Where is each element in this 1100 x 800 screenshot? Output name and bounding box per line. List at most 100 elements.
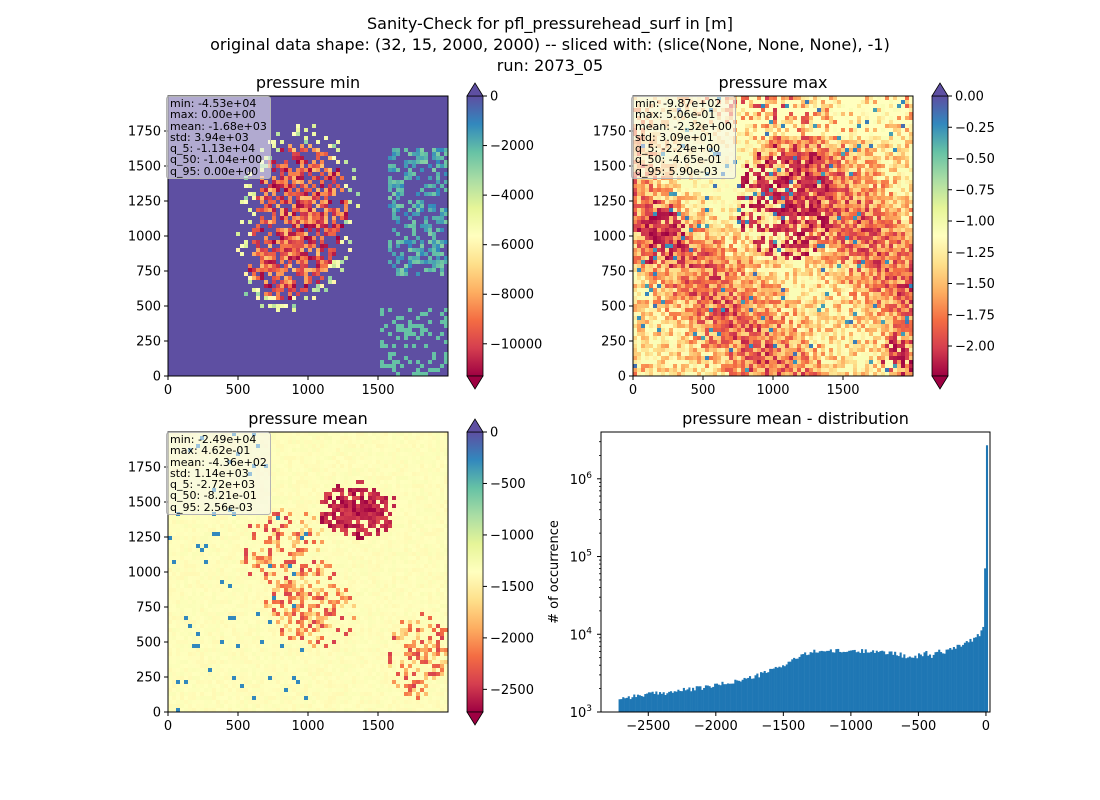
histogram-bar — [853, 649, 856, 712]
histogram-bar — [688, 687, 691, 712]
histogram-bar — [831, 652, 834, 712]
histogram-bar — [633, 694, 636, 712]
histogram-bar — [758, 677, 761, 712]
histogram-bar — [692, 687, 695, 712]
histogram-bar — [862, 653, 865, 712]
histogram-bar — [906, 657, 910, 712]
histogram-bar — [673, 691, 676, 712]
histogram-bar — [752, 678, 755, 712]
histogram-bar — [910, 657, 913, 712]
histogram-bar — [710, 687, 713, 712]
x-tick-label: 500 — [226, 719, 251, 734]
histogram-bar — [748, 676, 752, 712]
histogram-bar — [668, 691, 671, 712]
y-tick-label: 104 — [570, 626, 593, 643]
histogram-bar — [660, 693, 663, 712]
histogram-bar — [677, 689, 680, 712]
histogram-bar — [947, 649, 950, 712]
histogram-bar — [697, 686, 700, 712]
stats-box-pressure-mean: min: -2.49e+04 max: 4.62e-01 mean: -4.36… — [166, 432, 271, 516]
histogram-bar — [936, 651, 939, 712]
histogram-bar — [818, 651, 821, 712]
figure-title-line-3: run: 2073_05 — [496, 56, 604, 75]
x-tick-label: −2500 — [626, 719, 670, 734]
histogram-bar — [728, 683, 731, 712]
y-tick-label: 1250 — [593, 195, 626, 210]
histogram-bar — [807, 654, 810, 712]
colorbar-tick-label: −1500 — [490, 580, 534, 595]
map-panel-pressure-max: pressure max 0 500 1000 1500 0 250 500 750 1000 12… — [593, 73, 995, 398]
histogram-bar — [908, 656, 911, 712]
histogram-bar — [706, 685, 709, 712]
histogram-bar — [945, 649, 948, 712]
colorbar-tick-label: 0 — [490, 90, 498, 105]
histogram-bar — [754, 675, 757, 712]
stats-box-pressure-max: min: -9.87e+02 max: 5.06e-01 mean: -2.32… — [631, 96, 736, 180]
histogram-bar — [802, 654, 805, 712]
histogram-bar — [923, 652, 926, 712]
colorbar-pressure-mean: 0 −500 −1000 −1500 −2000 −2500 — [466, 418, 534, 726]
histogram-bar — [618, 699, 621, 712]
axes-frame — [600, 431, 991, 713]
histogram-bar — [695, 686, 698, 712]
y-tick-label: 1000 — [593, 230, 626, 245]
y-tick-label: 1000 — [128, 566, 161, 581]
colorbar-extend-max — [931, 82, 949, 97]
histogram-bar — [941, 653, 944, 712]
histogram-bar — [960, 646, 963, 712]
histogram-bar — [638, 695, 641, 712]
y-tick-label: 1750 — [593, 125, 626, 140]
histogram-bar — [714, 683, 717, 712]
x-tick-label: 1000 — [291, 383, 324, 398]
histogram-bar — [927, 655, 930, 712]
histogram-bar — [872, 650, 875, 712]
histogram-bar — [741, 679, 744, 712]
histogram-bar — [886, 654, 889, 712]
histogram-bar — [809, 652, 812, 712]
histogram-bar — [864, 649, 867, 712]
histogram-bar — [765, 672, 768, 712]
y-tick-label: 0 — [153, 370, 161, 385]
x-tick-label: 0 — [629, 383, 637, 398]
histogram-bar — [791, 659, 794, 712]
histogram-bar — [726, 683, 730, 712]
histogram-bar — [905, 658, 908, 712]
histogram-bar — [662, 692, 665, 712]
histogram-bar — [778, 666, 781, 712]
histogram-bar — [954, 648, 957, 712]
x-tick-label: 500 — [691, 383, 716, 398]
histogram-bar — [870, 651, 873, 712]
histogram-bar — [664, 695, 667, 712]
histogram-bar — [861, 649, 864, 712]
histogram-bar — [956, 644, 959, 712]
histogram-bar — [712, 686, 715, 712]
y-tick-label: 1250 — [128, 195, 161, 210]
histogram-bar — [980, 630, 983, 712]
histogram-bar — [703, 687, 706, 712]
histogram-bar — [842, 651, 845, 712]
histogram-bar — [794, 658, 797, 712]
histogram-bar — [958, 644, 961, 712]
histogram-bar — [921, 656, 924, 712]
histogram-bar — [717, 684, 720, 712]
figure-title-line-2: original data shape: (32, 15, 2000, 2000… — [210, 35, 890, 54]
colorbar-extend-max — [466, 418, 484, 433]
colorbar-tick-label: −6000 — [490, 238, 534, 253]
y-tick-label: 105 — [570, 549, 592, 566]
histogram-bar — [971, 641, 974, 712]
y-tick-label: 1500 — [593, 160, 626, 175]
colorbar-tick-label: −500 — [490, 477, 526, 492]
x-tick-label: 1500 — [361, 719, 394, 734]
y-tick-label: 103 — [570, 704, 592, 721]
histogram-bar — [940, 652, 943, 712]
y-tick-label: 750 — [136, 265, 161, 280]
stats-box-pressure-min: min: -4.53e+04 max: 0.00e+00 mean: -1.68… — [166, 96, 271, 180]
histogram-bar — [894, 651, 897, 712]
histogram-bar — [848, 650, 851, 712]
y-tick-label: 250 — [136, 335, 161, 350]
histogram-bar — [857, 651, 860, 712]
colorbar-tick-label: 0.00 — [955, 90, 984, 105]
colorbar-pressure-max: 0.00 −0.25 −0.50 −0.75 −1.00 −1.25 −1.50 −1.75 −… — [931, 82, 995, 390]
histogram-bar — [782, 665, 785, 712]
histogram-bar — [815, 652, 818, 712]
